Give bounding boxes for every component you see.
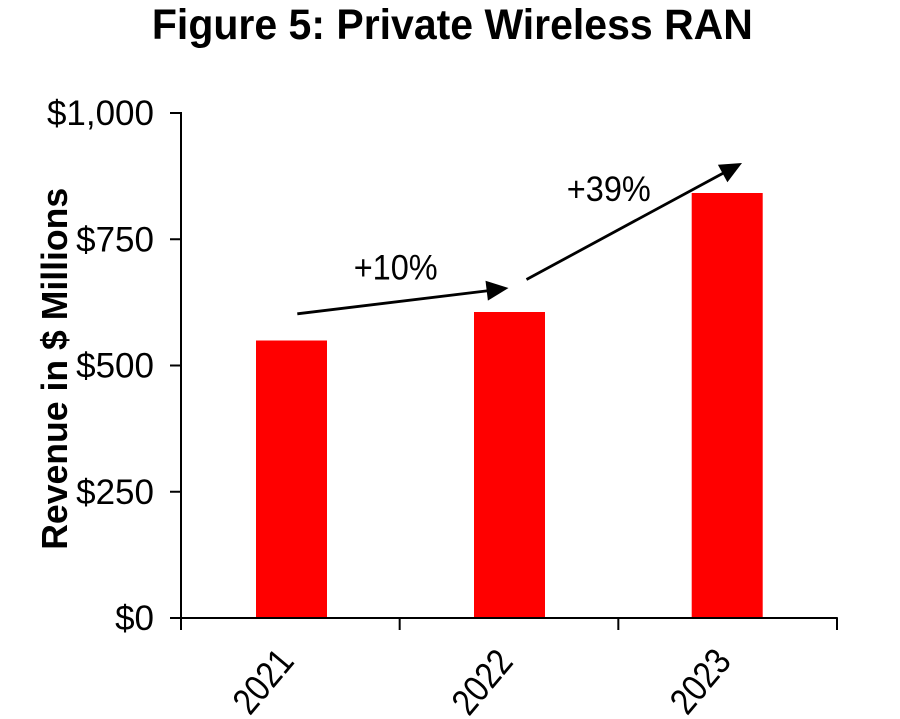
svg-text:+10%: +10% — [354, 248, 438, 287]
svg-text:+39%: +39% — [567, 170, 651, 209]
svg-text:Figure 5: Private Wireless RAN: Figure 5: Private Wireless RAN — [152, 1, 753, 49]
svg-text:$500: $500 — [76, 347, 154, 386]
svg-text:$0: $0 — [115, 599, 154, 638]
svg-text:$750: $750 — [76, 220, 154, 259]
svg-text:$1,000: $1,000 — [47, 94, 154, 133]
svg-text:$250: $250 — [76, 473, 154, 512]
svg-text:Revenue in $ Millions: Revenue in $ Millions — [34, 188, 75, 550]
